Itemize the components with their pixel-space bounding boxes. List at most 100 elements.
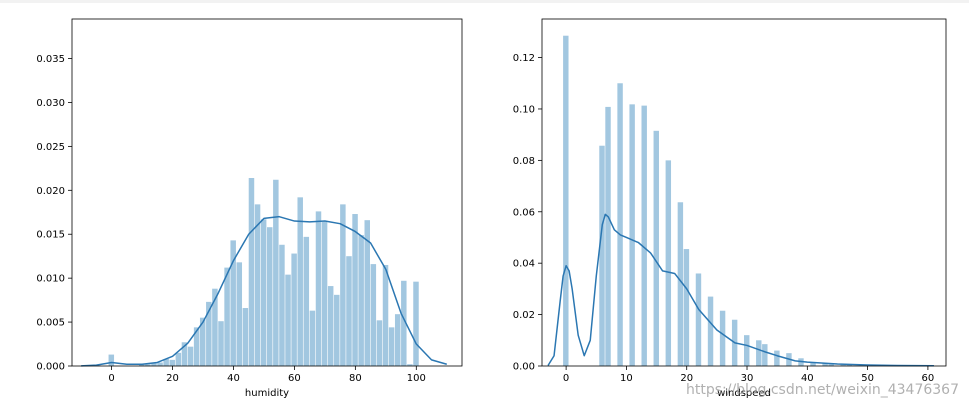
x-axis-label: humidity [245,388,289,399]
x-tick-label: 80 [349,373,362,384]
histogram-bar [707,296,714,366]
histogram-bar [340,204,346,366]
y-tick-label: 0.000 [36,362,65,373]
axes-frame [541,18,947,367]
histogram-bar [108,354,115,366]
axes-frame [71,18,463,367]
y-tick-label: 0.015 [36,230,65,241]
x-tick-label: 30 [741,373,754,384]
histogram-bar [267,227,273,366]
x-tick-label: 0 [108,373,114,384]
histogram-bar [376,320,383,366]
histogram-bar [145,364,151,366]
histogram-bar [695,273,702,366]
x-tick-label: 40 [227,373,240,384]
watermark-text: https://blog.csdn.net/weixin_43476367 [685,382,959,398]
x-axis-label: windspeed [717,388,771,399]
histogram-bar [756,340,762,366]
histogram-bar [364,220,370,366]
histogram-bar [230,240,236,366]
histogram-bar [413,281,419,366]
histogram-bar [617,83,623,366]
histogram-bar [218,321,224,366]
histogram-bar [212,288,218,366]
kde-line [81,215,447,367]
y-tick-label: 0.020 [36,186,65,197]
x-tick-label: 10 [620,373,633,384]
histogram-bar [358,235,364,366]
histogram-bar [370,264,377,366]
histogram-bar [187,346,194,366]
histogram-bar [599,145,605,366]
histogram-bar [334,294,340,366]
histogram-bar [653,130,659,366]
histogram-bar [665,160,672,366]
y-tick-label: 0.08 [513,156,535,167]
histogram-bar [224,267,230,366]
histogram-bar [840,364,846,366]
histogram-bar [382,264,389,366]
histogram-bar [254,204,261,366]
x-tick-label: 20 [166,373,179,384]
y-tick-label: 0.035 [36,54,65,65]
histogram-bar [260,219,267,366]
histogram-bar [321,221,328,366]
histogram-bar [199,317,206,366]
histogram-bar [279,244,285,366]
histogram-bar [352,214,358,366]
histogram-bar [401,280,407,366]
histogram-bar [242,308,249,366]
histogram-bar [303,236,310,366]
histogram-bar [719,310,726,366]
windspeed-histogram-panel: 0 10 20 30 40 50 60 0.00 0.02 0.04 0.06 0.08 0.10 0.1… [513,18,947,399]
histogram-bar [157,362,163,366]
histogram-bar [394,314,401,366]
histogram-bar [291,253,297,366]
histogram-bar [346,256,352,366]
histogram-bar [388,327,395,366]
histogram-bar [744,335,750,366]
histogram-bar [641,105,647,367]
y-tick-label: 0.025 [36,142,65,153]
histogram-bar [169,359,175,366]
histogram-bar [206,301,212,366]
histogram-bar [846,364,852,366]
top-bar [0,0,969,3]
histogram-bar [315,211,322,366]
x-tick-label: 0 [563,373,569,384]
histogram-bar [163,358,169,366]
y-tick-label: 0.12 [513,53,535,64]
x-tick-label: 60 [922,373,935,384]
histogram-bar [248,178,255,366]
histogram-bar [151,363,157,366]
y-tick-label: 0.02 [513,310,535,321]
x-tick-label: 100 [407,373,426,384]
histogram-bar [810,362,816,366]
x-tick-label: 50 [861,373,874,384]
humidity-histogram-panel: 0 20 40 60 80 100 0.000 0.005 0.010 0.015 0.020 0.0… [36,18,463,399]
histogram-bar [285,274,291,366]
histogram-bar [762,344,768,366]
y-tick-label: 0.10 [513,104,535,115]
histogram-bar [139,364,145,366]
y-tick-label: 0.06 [513,207,535,218]
histogram-bar [407,364,413,366]
kde-line [547,213,934,367]
y-tick-label: 0.005 [36,318,65,329]
histogram-bar [629,104,635,366]
histogram-bar [297,197,303,366]
y-tick-label: 0.04 [513,259,535,270]
histogram-bar [828,364,834,366]
histogram-bar [327,286,334,366]
x-tick-label: 60 [288,373,301,384]
histogram-bar [236,262,243,366]
histogram-bar [683,249,690,366]
y-tick-label: 0.010 [36,274,65,285]
y-tick-label: 0.030 [36,98,65,109]
histogram-bar [677,202,684,366]
histogram-bar [309,310,316,366]
histogram-bar [563,35,569,367]
histogram-bar [822,363,828,366]
histogram-bar [605,106,611,366]
